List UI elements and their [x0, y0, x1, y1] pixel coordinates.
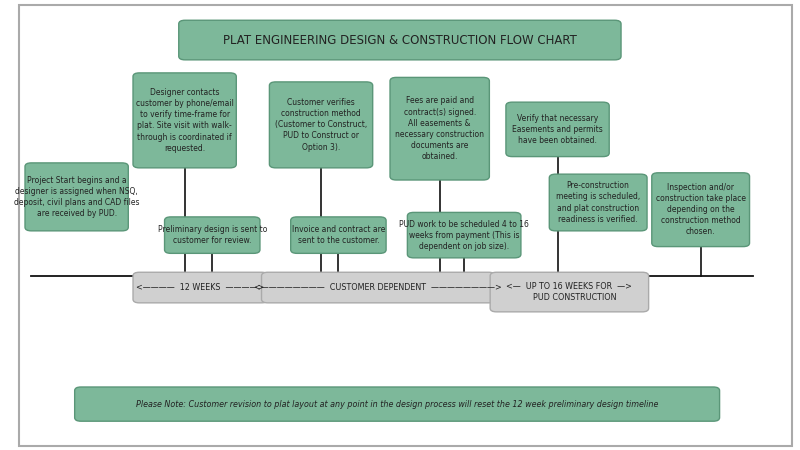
FancyBboxPatch shape	[550, 174, 647, 231]
FancyBboxPatch shape	[407, 212, 521, 258]
Text: Invoice and contract are
sent to the customer.: Invoice and contract are sent to the cus…	[292, 225, 385, 245]
FancyBboxPatch shape	[74, 387, 719, 421]
Text: Customer verifies
construction method
(Customer to Construct,
PUD to Construct o: Customer verifies construction method (C…	[275, 98, 367, 152]
FancyBboxPatch shape	[165, 217, 260, 253]
Text: Designer contacts
customer by phone/email
to verify time-frame for
plat. Site vi: Designer contacts customer by phone/emai…	[136, 88, 234, 153]
FancyBboxPatch shape	[178, 20, 621, 60]
Text: PLAT ENGINEERING DESIGN & CONSTRUCTION FLOW CHART: PLAT ENGINEERING DESIGN & CONSTRUCTION F…	[223, 34, 577, 46]
FancyBboxPatch shape	[506, 102, 610, 157]
FancyBboxPatch shape	[133, 73, 236, 168]
Text: Please Note: Customer revision to plat layout at any point in the design process: Please Note: Customer revision to plat l…	[136, 400, 658, 409]
FancyBboxPatch shape	[490, 272, 649, 312]
FancyBboxPatch shape	[652, 173, 750, 247]
Text: Pre-construction
meeting is scheduled,
and plat construction
readiness is verifi: Pre-construction meeting is scheduled, a…	[556, 181, 640, 224]
FancyBboxPatch shape	[19, 4, 792, 446]
Text: Inspection and/or
construction take place
depending on the
construction method
c: Inspection and/or construction take plac…	[656, 183, 746, 236]
FancyBboxPatch shape	[270, 82, 373, 168]
FancyBboxPatch shape	[390, 77, 490, 180]
Text: <————  12 WEEKS  ————>: <———— 12 WEEKS ————>	[136, 283, 265, 292]
FancyBboxPatch shape	[25, 163, 128, 231]
Text: <—  UP TO 16 WEEKS FOR  —>
    PUD CONSTRUCTION: <— UP TO 16 WEEKS FOR —> PUD CONSTRUCTIO…	[506, 282, 632, 302]
FancyBboxPatch shape	[262, 272, 495, 303]
Text: <————————  CUSTOMER DEPENDENT  ————————>: <———————— CUSTOMER DEPENDENT ————————>	[254, 283, 502, 292]
FancyBboxPatch shape	[133, 272, 268, 303]
Text: Fees are paid and
contract(s) signed.
All easements &
necessary construction
doc: Fees are paid and contract(s) signed. Al…	[395, 96, 484, 161]
FancyBboxPatch shape	[290, 217, 386, 253]
Text: Verify that necessary
Easements and permits
have been obtained.: Verify that necessary Easements and perm…	[512, 114, 603, 145]
Text: Project Start begins and a
designer is assigned when NSQ,
deposit, civil plans a: Project Start begins and a designer is a…	[14, 176, 139, 218]
Text: Preliminary design is sent to
customer for review.: Preliminary design is sent to customer f…	[158, 225, 267, 245]
Text: PUD work to be scheduled 4 to 16
weeks from payment (This is
dependent on job si: PUD work to be scheduled 4 to 16 weeks f…	[399, 220, 529, 251]
